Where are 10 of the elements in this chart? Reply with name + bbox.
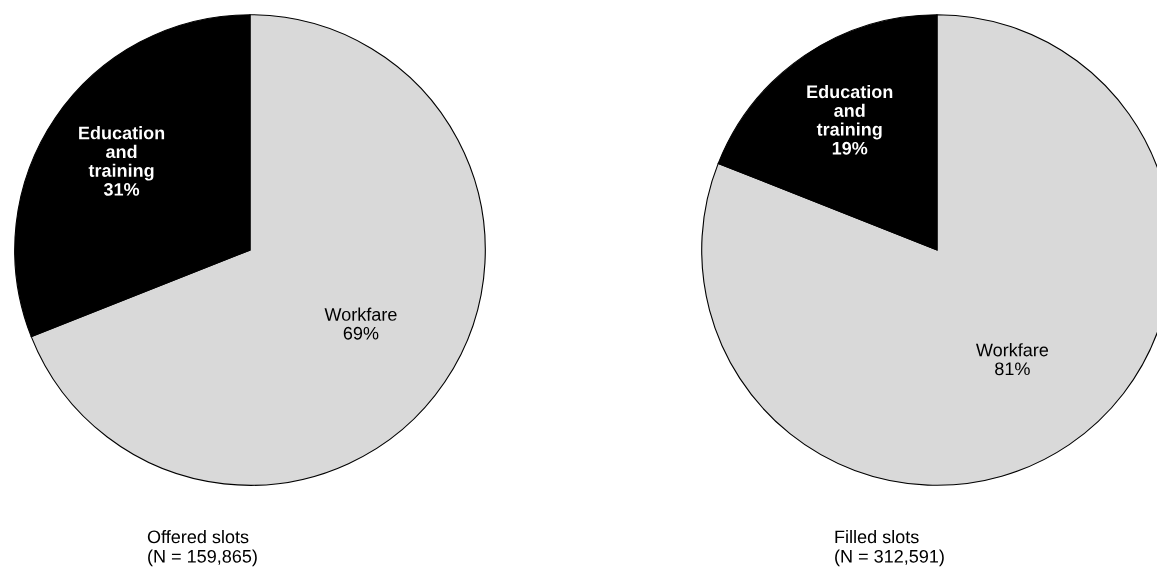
data-label: 19% <box>832 141 868 155</box>
data-label: 69% <box>343 326 379 340</box>
slice-label: Workfare <box>324 307 397 321</box>
data-label: 31% <box>103 183 140 196</box>
data-label: 81% <box>995 362 1030 376</box>
slice-label: Education and training <box>79 126 165 181</box>
slice-label: Education and training <box>807 84 893 140</box>
text: Filled slots (N = 312,591) <box>835 530 944 567</box>
slice-label: Workfare <box>976 343 1049 357</box>
text: Offered slots (N = 159,865) <box>147 530 257 567</box>
